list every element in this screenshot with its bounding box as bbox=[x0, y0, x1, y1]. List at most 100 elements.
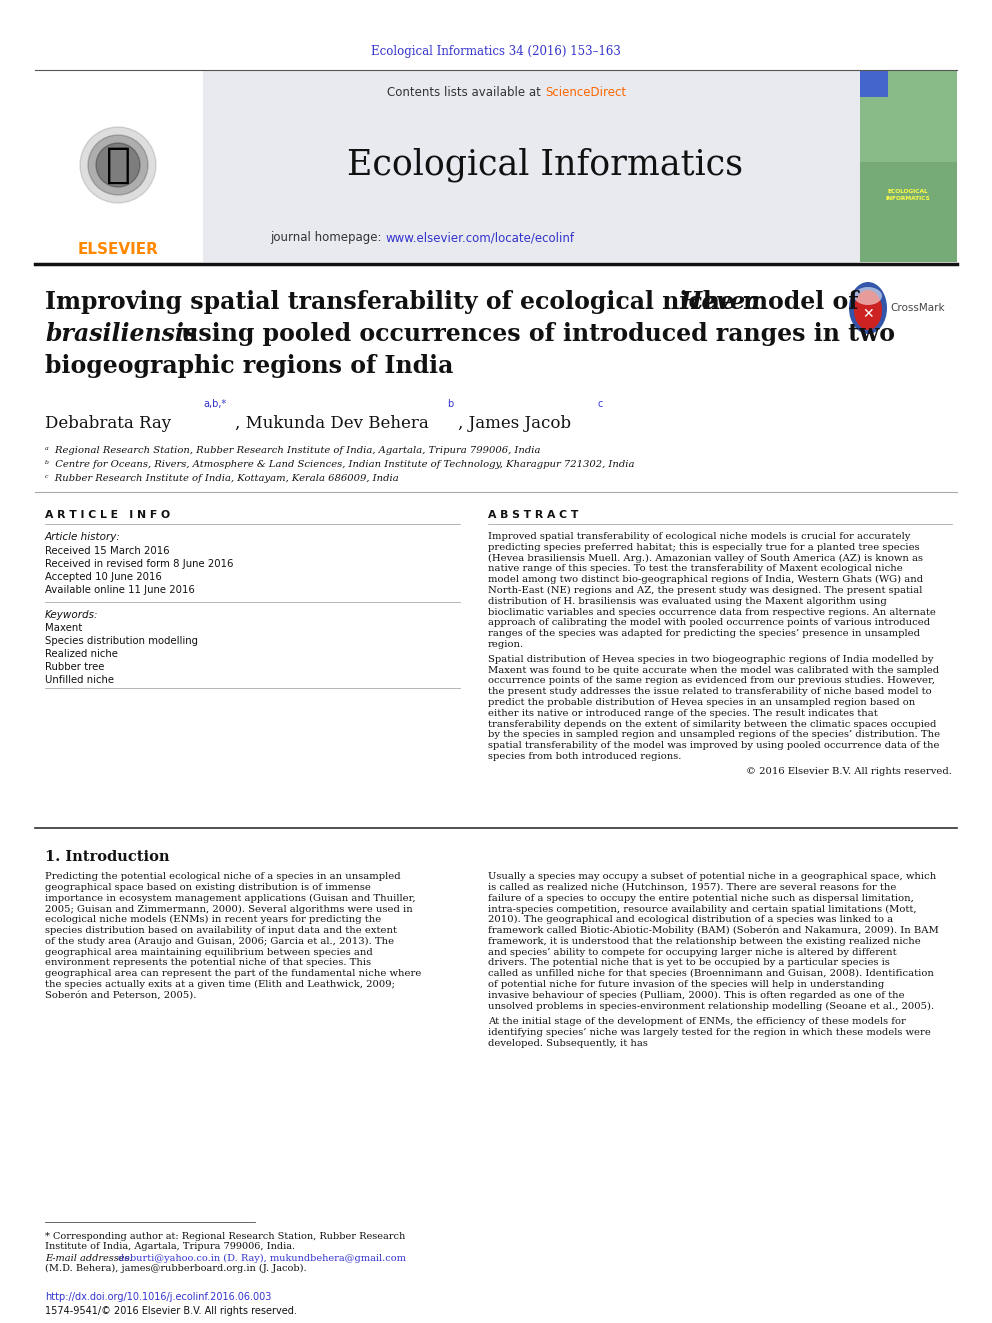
Text: developed. Subsequently, it has: developed. Subsequently, it has bbox=[488, 1039, 648, 1048]
Text: native range of this species. To test the transferability of Maxent ecological n: native range of this species. To test th… bbox=[488, 565, 903, 573]
Text: ᶜ  Rubber Research Institute of India, Kottayam, Kerala 686009, India: ᶜ Rubber Research Institute of India, Ko… bbox=[45, 474, 399, 483]
Text: drivers. The potential niche that is yet to be occupied by a particular species : drivers. The potential niche that is yet… bbox=[488, 958, 890, 967]
Text: region.: region. bbox=[488, 640, 524, 650]
Text: of potential niche for future invasion of the species will help in understanding: of potential niche for future invasion o… bbox=[488, 980, 884, 990]
Text: Accepted 10 June 2016: Accepted 10 June 2016 bbox=[45, 572, 162, 582]
Text: Ecological Informatics: Ecological Informatics bbox=[347, 148, 743, 183]
Text: * Corresponding author at: Regional Research Station, Rubber Research: * Corresponding author at: Regional Rese… bbox=[45, 1232, 406, 1241]
Text: Hevea: Hevea bbox=[680, 290, 762, 314]
Text: www.elsevier.com/locate/ecolinf: www.elsevier.com/locate/ecolinf bbox=[385, 232, 574, 245]
Text: of the study area (Araujo and Guisan, 2006; Garcia et al., 2013). The: of the study area (Araujo and Guisan, 20… bbox=[45, 937, 394, 946]
Text: Usually a species may occupy a subset of potential niche in a geographical space: Usually a species may occupy a subset of… bbox=[488, 872, 936, 881]
Text: predicting species preferred habitat; this is especially true for a planted tree: predicting species preferred habitat; th… bbox=[488, 542, 920, 552]
Text: © 2016 Elsevier B.V. All rights reserved.: © 2016 Elsevier B.V. All rights reserved… bbox=[746, 767, 952, 775]
Text: 🌲: 🌲 bbox=[105, 144, 131, 187]
Text: model among two distinct bio-geographical regions of India, Western Ghats (WG) a: model among two distinct bio-geographica… bbox=[488, 576, 924, 585]
Text: , Mukunda Dev Behera: , Mukunda Dev Behera bbox=[235, 415, 434, 433]
Text: distribution of H. brasiliensis was evaluated using the Maxent algorithm using: distribution of H. brasiliensis was eval… bbox=[488, 597, 887, 606]
Text: ECOLOGICAL
INFORMATICS: ECOLOGICAL INFORMATICS bbox=[886, 189, 930, 201]
Text: using pooled occurrences of introduced ranges in two: using pooled occurrences of introduced r… bbox=[173, 321, 895, 347]
Text: (Hevea brasiliensis Muell. Arg.). Amazonian valley of South America (AZ) is know: (Hevea brasiliensis Muell. Arg.). Amazon… bbox=[488, 553, 923, 562]
Text: either its native or introduced range of the species. The result indicates that: either its native or introduced range of… bbox=[488, 709, 878, 718]
Text: predict the probable distribution of Hevea species in an unsampled region based : predict the probable distribution of Hev… bbox=[488, 699, 916, 706]
Text: North-East (NE) regions and AZ, the present study was designed. The present spat: North-East (NE) regions and AZ, the pres… bbox=[488, 586, 923, 595]
Text: the present study addresses the issue related to transferability of niche based : the present study addresses the issue re… bbox=[488, 687, 931, 696]
Text: identifying species’ niche was largely tested for the region in which these mode: identifying species’ niche was largely t… bbox=[488, 1028, 930, 1037]
Text: A R T I C L E   I N F O: A R T I C L E I N F O bbox=[45, 509, 170, 520]
Text: failure of a species to occupy the entire potential niche such as dispersal limi: failure of a species to occupy the entir… bbox=[488, 893, 914, 902]
Text: 2005; Guisan and Zimmermann, 2000). Several algorithms were used in: 2005; Guisan and Zimmermann, 2000). Seve… bbox=[45, 905, 413, 913]
Text: E-mail addresses:: E-mail addresses: bbox=[45, 1254, 136, 1263]
Text: Received in revised form 8 June 2016: Received in revised form 8 June 2016 bbox=[45, 560, 233, 569]
Text: geographical area maintaining equilibrium between species and: geographical area maintaining equilibriu… bbox=[45, 947, 373, 957]
Text: Received 15 March 2016: Received 15 March 2016 bbox=[45, 546, 170, 556]
Text: invasive behaviour of species (Pulliam, 2000). This is often regarded as one of : invasive behaviour of species (Pulliam, … bbox=[488, 991, 905, 1000]
FancyBboxPatch shape bbox=[860, 70, 888, 97]
Text: , James Jacob: , James Jacob bbox=[458, 415, 576, 433]
Text: bioclimatic variables and species occurrence data from respective regions. An al: bioclimatic variables and species occurr… bbox=[488, 607, 935, 617]
Text: ELSEVIER: ELSEVIER bbox=[77, 242, 159, 258]
Text: Rubber tree: Rubber tree bbox=[45, 662, 104, 672]
Text: Realized niche: Realized niche bbox=[45, 650, 118, 659]
Text: spatial transferability of the model was improved by using pooled occurrence dat: spatial transferability of the model was… bbox=[488, 741, 939, 750]
Text: is called as realized niche (Hutchinson, 1957). There are several reasons for th: is called as realized niche (Hutchinson,… bbox=[488, 882, 897, 892]
Text: framework called Biotic-Abiotic-Mobility (BAM) (Soberón and Nakamura, 2009). In : framework called Biotic-Abiotic-Mobility… bbox=[488, 926, 938, 935]
Text: At the initial stage of the development of ENMs, the efficiency of these models : At the initial stage of the development … bbox=[488, 1017, 906, 1027]
Text: intra-species competition, resource availability and certain spatial limitations: intra-species competition, resource avai… bbox=[488, 905, 917, 913]
FancyBboxPatch shape bbox=[860, 70, 957, 262]
Text: c: c bbox=[598, 400, 603, 409]
Text: Maxent: Maxent bbox=[45, 623, 82, 632]
Text: Article history:: Article history: bbox=[45, 532, 121, 542]
Text: Predicting the potential ecological niche of a species in an unsampled: Predicting the potential ecological nich… bbox=[45, 872, 401, 881]
Text: 2010). The geographical and ecological distribution of a species was linked to a: 2010). The geographical and ecological d… bbox=[488, 916, 893, 925]
Text: Soberón and Peterson, 2005).: Soberón and Peterson, 2005). bbox=[45, 991, 196, 1000]
Text: Improved spatial transferability of ecological niche models is crucial for accur: Improved spatial transferability of ecol… bbox=[488, 532, 911, 541]
Text: Institute of India, Agartala, Tripura 799006, India.: Institute of India, Agartala, Tripura 79… bbox=[45, 1242, 296, 1252]
Text: Maxent was found to be quite accurate when the model was calibrated with the sam: Maxent was found to be quite accurate wh… bbox=[488, 665, 939, 675]
Text: environment represents the potential niche of that species. This: environment represents the potential nic… bbox=[45, 958, 371, 967]
Text: a,b,*: a,b,* bbox=[203, 400, 226, 409]
Circle shape bbox=[80, 127, 156, 202]
Circle shape bbox=[88, 135, 148, 194]
Text: Contents lists available at: Contents lists available at bbox=[387, 86, 545, 98]
Text: called as unfilled niche for that species (Broennimann and Guisan, 2008). Identi: called as unfilled niche for that specie… bbox=[488, 970, 933, 978]
FancyBboxPatch shape bbox=[35, 70, 203, 262]
Text: ᵃ  Regional Research Station, Rubber Research Institute of India, Agartala, Trip: ᵃ Regional Research Station, Rubber Rese… bbox=[45, 446, 541, 455]
Text: Unfilled niche: Unfilled niche bbox=[45, 675, 114, 685]
Ellipse shape bbox=[854, 287, 882, 306]
Ellipse shape bbox=[854, 290, 882, 329]
FancyBboxPatch shape bbox=[860, 161, 957, 262]
Text: Available online 11 June 2016: Available online 11 June 2016 bbox=[45, 585, 194, 595]
Text: Spatial distribution of Hevea species in two biogeographic regions of India mode: Spatial distribution of Hevea species in… bbox=[488, 655, 933, 664]
Text: framework, it is understood that the relationship between the existing realized : framework, it is understood that the rel… bbox=[488, 937, 921, 946]
Text: A B S T R A C T: A B S T R A C T bbox=[488, 509, 578, 520]
Text: geographical area can represent the part of the fundamental niche where: geographical area can represent the part… bbox=[45, 970, 422, 978]
Ellipse shape bbox=[849, 282, 887, 333]
Text: b: b bbox=[447, 400, 453, 409]
Text: and species’ ability to compete for occupying larger niche is altered by differe: and species’ ability to compete for occu… bbox=[488, 947, 897, 957]
Text: by the species in sampled region and unsampled regions of the species’ distribut: by the species in sampled region and uns… bbox=[488, 730, 940, 740]
Text: species from both introduced regions.: species from both introduced regions. bbox=[488, 751, 682, 761]
Text: 1574-9541/© 2016 Elsevier B.V. All rights reserved.: 1574-9541/© 2016 Elsevier B.V. All right… bbox=[45, 1306, 297, 1316]
Text: unsolved problems in species-environment relationship modelling (Seoane et al., : unsolved problems in species-environment… bbox=[488, 1002, 934, 1011]
Text: ecological niche models (ENMs) in recent years for predicting the: ecological niche models (ENMs) in recent… bbox=[45, 916, 381, 925]
Circle shape bbox=[96, 143, 140, 187]
Text: Species distribution modelling: Species distribution modelling bbox=[45, 636, 198, 646]
Text: deburti@yahoo.co.in (D. Ray), mukundbehera@gmail.com: deburti@yahoo.co.in (D. Ray), mukundbehe… bbox=[118, 1254, 406, 1263]
Text: Ecological Informatics 34 (2016) 153–163: Ecological Informatics 34 (2016) 153–163 bbox=[371, 45, 621, 58]
Text: biogeographic regions of India: biogeographic regions of India bbox=[45, 355, 453, 378]
Text: Debabrata Ray: Debabrata Ray bbox=[45, 415, 177, 433]
Text: Keywords:: Keywords: bbox=[45, 610, 98, 620]
Text: species distribution based on availability of input data and the extent: species distribution based on availabili… bbox=[45, 926, 397, 935]
Text: transferability depends on the extent of similarity between the climatic spaces : transferability depends on the extent of… bbox=[488, 720, 936, 729]
Text: the species actually exits at a given time (Elith and Leathwick, 2009;: the species actually exits at a given ti… bbox=[45, 980, 395, 990]
Text: approach of calibrating the model with pooled occurrence points of various intro: approach of calibrating the model with p… bbox=[488, 618, 930, 627]
Text: ᵇ  Centre for Oceans, Rivers, Atmosphere & Land Sciences, Indian Institute of Te: ᵇ Centre for Oceans, Rivers, Atmosphere … bbox=[45, 460, 635, 468]
Text: geographical space based on existing distribution is of immense: geographical space based on existing dis… bbox=[45, 882, 371, 892]
Text: (M.D. Behera), james@rubberboard.org.in (J. Jacob).: (M.D. Behera), james@rubberboard.org.in … bbox=[45, 1263, 307, 1273]
Text: ScienceDirect: ScienceDirect bbox=[545, 86, 626, 98]
Text: http://dx.doi.org/10.1016/j.ecolinf.2016.06.003: http://dx.doi.org/10.1016/j.ecolinf.2016… bbox=[45, 1293, 272, 1302]
Text: ranges of the species was adapted for predicting the species’ presence in unsamp: ranges of the species was adapted for pr… bbox=[488, 630, 920, 638]
Text: journal homepage:: journal homepage: bbox=[270, 232, 385, 245]
Text: ✕: ✕ bbox=[862, 307, 874, 321]
